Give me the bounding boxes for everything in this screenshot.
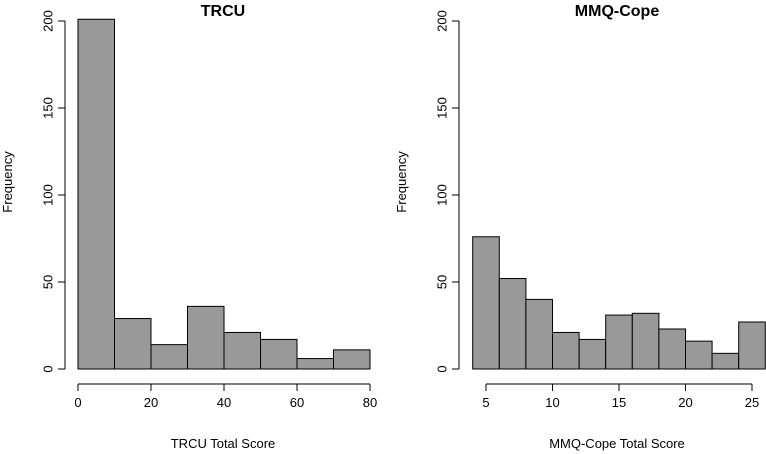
mmq-cope-bars bbox=[472, 236, 766, 370]
mmq-cope-bar bbox=[631, 312, 660, 370]
trcu-bars bbox=[77, 18, 371, 370]
mmq-cope-bar bbox=[498, 278, 527, 370]
mmq-cope-y-axis-label: Frequency bbox=[394, 151, 409, 213]
trcu-x-tick-label: 80 bbox=[363, 395, 377, 410]
mmq-cope-y-tick-label: 50 bbox=[434, 275, 449, 289]
trcu-bar bbox=[77, 18, 115, 370]
mmq-cope-x-tick-label: 25 bbox=[745, 395, 759, 410]
mmq-cope-x-axis-label: MMQ-Cope Total Score bbox=[549, 436, 685, 451]
trcu-x-axis-label: TRCU Total Score bbox=[171, 436, 276, 451]
trcu-x-tick-label: 60 bbox=[290, 395, 304, 410]
trcu-bar bbox=[333, 349, 371, 370]
trcu-x-tick-label: 20 bbox=[144, 395, 158, 410]
trcu-bar bbox=[187, 305, 225, 370]
mmq-cope-bar bbox=[685, 340, 713, 370]
mmq-cope-bar bbox=[578, 338, 607, 370]
trcu-x-axis: 0 20 40 60 80 bbox=[74, 383, 377, 410]
mmq-cope-bar bbox=[605, 314, 633, 370]
mmq-cope-histogram-panel: MMQ-Cope MMQ-Cope Total Score Frequency … bbox=[394, 3, 766, 451]
mmq-cope-x-tick-label: 5 bbox=[482, 395, 489, 410]
mmq-cope-y-tick-label: 0 bbox=[434, 365, 449, 372]
mmq-cope-x-tick-label: 20 bbox=[678, 395, 692, 410]
mmq-cope-bar bbox=[711, 352, 740, 370]
trcu-y-tick-label: 50 bbox=[40, 275, 55, 289]
trcu-bar bbox=[114, 318, 152, 370]
trcu-y-tick-label: 150 bbox=[40, 97, 55, 119]
trcu-x-tick-label: 40 bbox=[217, 395, 231, 410]
mmq-cope-y-axis: 0 50 100 150 200 bbox=[434, 10, 460, 373]
mmq-cope-bar bbox=[738, 321, 766, 370]
trcu-histogram-panel: TRCU TRCU Total Score Frequency 0 20 40 60 8… bbox=[0, 3, 377, 451]
trcu-bar bbox=[223, 331, 261, 370]
trcu-y-axis-label: Frequency bbox=[0, 151, 15, 213]
mmq-cope-y-tick-label: 100 bbox=[434, 184, 449, 206]
mmq-cope-y-tick-label: 200 bbox=[434, 10, 449, 32]
mmq-cope-bar bbox=[658, 328, 687, 370]
mmq-cope-chart-title: MMQ-Cope bbox=[575, 3, 660, 20]
mmq-cope-bar bbox=[472, 236, 500, 370]
trcu-chart-title: TRCU bbox=[201, 3, 245, 20]
trcu-y-axis: 0 50 100 150 200 bbox=[40, 10, 66, 373]
trcu-x-tick-label: 0 bbox=[74, 395, 81, 410]
mmq-cope-x-tick-label: 10 bbox=[545, 395, 559, 410]
trcu-y-tick-label: 200 bbox=[40, 10, 55, 32]
mmq-cope-y-tick-label: 150 bbox=[434, 97, 449, 119]
mmq-cope-x-axis: 5 10 15 20 25 bbox=[482, 383, 759, 410]
mmq-cope-bar bbox=[552, 331, 580, 370]
mmq-cope-bar bbox=[525, 298, 554, 370]
trcu-bar bbox=[260, 338, 298, 370]
trcu-bar bbox=[150, 344, 188, 370]
trcu-y-tick-label: 100 bbox=[40, 184, 55, 206]
trcu-bar bbox=[296, 358, 334, 370]
mmq-cope-x-tick-label: 15 bbox=[612, 395, 626, 410]
trcu-y-tick-label: 0 bbox=[40, 365, 55, 372]
